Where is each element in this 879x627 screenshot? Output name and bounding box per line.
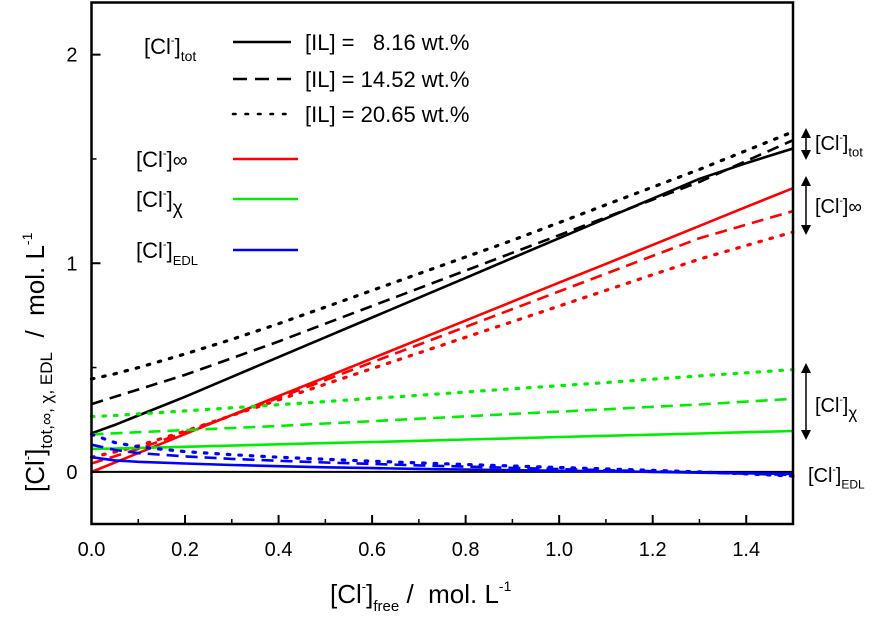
x-axis-label-unit-sup: -1: [499, 578, 512, 594]
right-annotations: [Cl-]tot [Cl-]∞ [Cl-]χ [Cl-]EDL: [801, 128, 865, 491]
series-line-edl-14_52: [91, 443, 794, 477]
x-tick-label: 1.2: [639, 539, 667, 561]
x-tick-label: 1.4: [732, 539, 760, 561]
y-axis-label-unit: / mol. L: [20, 245, 50, 352]
legend-style-label: [IL] = 14.52 wt.%: [305, 67, 469, 92]
y-axis-label-sub: tot,∞, χ, EDL: [37, 352, 56, 449]
series-line-chi-14_52: [91, 397, 794, 436]
y-tick-label: 1: [66, 253, 77, 275]
x-axis-label-bracket: ]: [366, 579, 373, 609]
annotation-label-tot: [Cl-]tot: [815, 133, 863, 159]
annotation-label-chi: [Cl-]χ: [815, 395, 857, 422]
legend-style-label: [IL] = 8.16 wt.%: [305, 30, 469, 55]
x-axis-label-main: [Cl: [330, 579, 362, 609]
x-axis-label-sup: -: [362, 579, 366, 594]
y-tick-label: 2: [66, 45, 77, 67]
annotation-label-edl: [Cl-]EDL: [808, 465, 865, 491]
x-tick-label: 0.2: [171, 539, 199, 561]
y-axis-label-bracket: ]: [20, 449, 50, 456]
y-axis-label-main: [Cl: [20, 460, 50, 492]
series-line-chi-8_16: [91, 429, 794, 451]
legend-color-label: [Cl-]EDL: [136, 238, 198, 268]
legend-style-label: [IL] = 20.65 wt.%: [305, 102, 469, 127]
arrow-up-icon: [801, 128, 811, 138]
x-axis-label-unit: / mol. L: [399, 579, 499, 609]
series-line-edl-20_65: [89, 432, 795, 478]
y-axis-label-sup: -: [20, 456, 35, 460]
x-tick-label: 1.0: [545, 539, 573, 561]
legend-color-label: [Cl-]χ: [136, 187, 183, 219]
annotation-label-inf: [Cl-]∞: [815, 196, 862, 218]
series-line-tot-14_52: [91, 139, 794, 406]
series-line-tot-8_16: [91, 147, 794, 435]
legend-header-label: [Cl-]tot: [144, 34, 196, 64]
series-line-chi-20_65: [89, 368, 795, 419]
y-axis-label-unit-sup: -1: [19, 232, 35, 245]
arrow-down-icon: [801, 150, 811, 160]
x-tick-label: 0.4: [265, 539, 293, 561]
x-axis-label-sub: free: [373, 598, 399, 615]
x-tick-label: 0.6: [358, 539, 386, 561]
series-line-inf-20_65: [89, 230, 795, 459]
arrow-down-icon: [801, 430, 811, 440]
arrow-down-icon: [801, 225, 811, 235]
arrow-up-icon: [801, 176, 811, 186]
y-tick-label: 0: [66, 462, 77, 484]
series-line-inf-14_52: [91, 209, 794, 465]
legend-color-label: [Cl-]∞: [136, 147, 188, 172]
axis-ticks: 0.0 0.2 0.4 0.6 0.8 1.0 1.2 1.4 0 1 2: [66, 45, 760, 561]
x-tick-label: 0.8: [452, 539, 480, 561]
y-axis-label: [Cl-]tot,∞, χ, EDL / mol. L-1: [19, 232, 56, 492]
series-line-inf-8_16: [91, 186, 794, 474]
arrow-up-icon: [801, 363, 811, 373]
x-axis-label: [Cl-]free / mol. L-1: [330, 578, 512, 615]
series-layer: [89, 130, 795, 478]
x-tick-label: 0.0: [78, 539, 106, 561]
series-line-tot-20_65: [89, 130, 795, 381]
legend: [Cl-]tot [IL] = 8.16 wt.% [IL] = 14.52 wt.…: [136, 30, 469, 268]
